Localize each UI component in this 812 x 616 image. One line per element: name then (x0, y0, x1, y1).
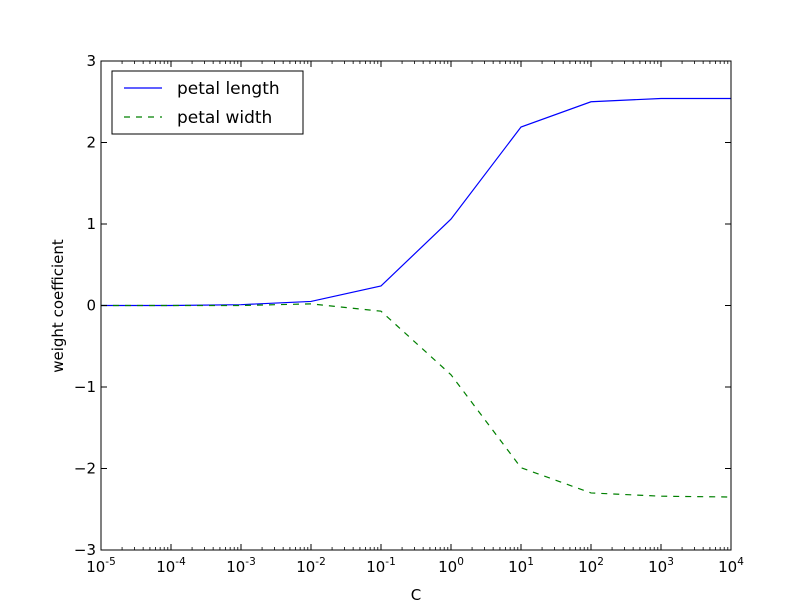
series-line-1 (101, 97, 731, 307)
x-tick-label: 103 (648, 556, 674, 576)
legend-label-1: petal length (177, 79, 280, 99)
legend-label-2: petal width (177, 108, 272, 128)
x-tick-label: 100 (438, 556, 464, 576)
y-tick-label: −3 (74, 541, 96, 559)
y-tick-label: 0 (86, 297, 96, 315)
y-tick-label: −2 (74, 460, 96, 478)
x-tick-label: 10-5 (86, 556, 116, 576)
y-tick-label: 3 (86, 52, 96, 70)
x-tick-label: 10-1 (366, 556, 396, 576)
legend-box (111, 70, 304, 135)
series-line-2 (101, 303, 732, 498)
y-tick-label: 1 (86, 215, 96, 233)
x-tick-label: 10-4 (156, 556, 186, 576)
x-tick-label: 102 (578, 556, 604, 576)
x-tick-label: 10-2 (296, 556, 326, 576)
x-tick-label: 104 (718, 556, 744, 576)
y-tick-label: 2 (86, 134, 96, 152)
x-tick-label: 101 (508, 556, 534, 576)
y-tick-label: −1 (74, 378, 96, 396)
x-tick-label: 10-3 (226, 556, 256, 576)
x-axis-label: C (411, 586, 421, 604)
legend: petal length petal width (111, 70, 304, 135)
y-axis-label: weight coefficient (49, 239, 67, 373)
